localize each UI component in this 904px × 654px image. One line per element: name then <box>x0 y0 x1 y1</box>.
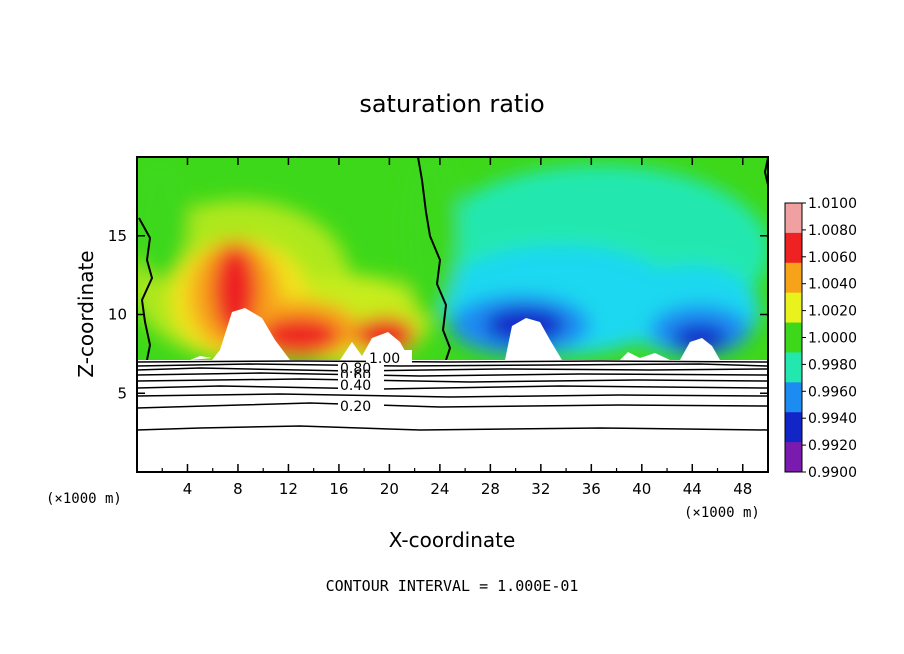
x-tick-label: 12 <box>279 480 298 498</box>
contour-labels: 1.00 0.80 0.60 0.40 0.20 <box>338 350 412 415</box>
cloud-region <box>505 318 562 360</box>
y-tick-label: 15 <box>108 227 127 245</box>
y-tick-label: 5 <box>117 384 127 402</box>
contour-line <box>136 402 769 409</box>
x-tick-label: 8 <box>233 480 243 498</box>
colorbar-label: 1.0000 <box>808 331 857 347</box>
contour-line <box>136 363 769 367</box>
colorbar-label: 1.0080 <box>808 223 857 239</box>
contour-line <box>136 385 769 390</box>
colorbar-swatch <box>785 232 802 264</box>
contour-line <box>136 393 769 398</box>
colorbar-swatch <box>785 322 802 353</box>
x-axis-title: X-coordinate <box>389 528 516 552</box>
colorbar-label: 1.0060 <box>808 250 857 266</box>
contour-1.00-mid <box>417 157 452 360</box>
x-tick-label: 32 <box>531 480 550 498</box>
colorbar-label: 0.9920 <box>808 438 857 454</box>
contour-label-bg <box>366 350 412 364</box>
contour-interval-note: CONTOUR INTERVAL = 1.000E-01 <box>326 577 579 595</box>
field-blob <box>672 324 728 352</box>
heatmap-field <box>137 157 768 360</box>
x-tick-label: 24 <box>430 480 449 498</box>
colorbar-label: 1.0100 <box>808 196 857 212</box>
colorbar-swatch <box>785 262 802 294</box>
contour-1.00-left <box>138 217 154 360</box>
colorbar-swatch <box>785 382 802 413</box>
cloud-region <box>190 356 212 360</box>
colorbar-label: 1.0020 <box>808 304 857 320</box>
x-tick-label: 28 <box>481 480 500 498</box>
colorbar-swatch <box>785 292 802 324</box>
x-unit-label-left: (×1000 m) <box>46 491 122 507</box>
field-blob <box>260 317 340 353</box>
contour-label-bg <box>338 364 384 376</box>
colorbar-swatch <box>785 352 802 383</box>
chart-title: saturation ratio <box>359 90 544 118</box>
contour-line <box>136 372 769 377</box>
x-tick-label: 44 <box>683 480 702 498</box>
x-tick-label: 20 <box>380 480 399 498</box>
contour-label-bg <box>338 398 384 412</box>
contour-label-0.40: 0.40 <box>340 378 371 394</box>
x-tick-label: 16 <box>329 480 348 498</box>
cloud-region <box>680 338 720 360</box>
contour-label-0.80: 0.80 <box>340 361 371 377</box>
field-blob <box>137 160 190 280</box>
x-unit-label-right: (×1000 m) <box>684 505 760 521</box>
x-tick-label: 40 <box>632 480 651 498</box>
colorbar-label: 0.9940 <box>808 411 857 427</box>
x-tick-label: 36 <box>582 480 601 498</box>
colorbar: 1.0100 1.0080 1.0060 1.0040 1.0020 1.0000 0.99… <box>784 196 857 481</box>
contour-line <box>136 378 769 383</box>
x-tick-label: 48 <box>733 480 752 498</box>
contour-label-1.00: 1.00 <box>369 351 400 367</box>
colorbar-label: 0.9900 <box>808 465 857 481</box>
x-axis-ticks: 4 8 12 16 20 24 28 32 36 40 44 48 <box>161 157 752 498</box>
y-tick-label: 10 <box>108 306 127 324</box>
contour-label-bg <box>338 378 384 391</box>
colorbar-label: 0.9960 <box>808 384 857 400</box>
x-tick-label: 4 <box>183 480 193 498</box>
colorbar-swatch <box>785 442 802 473</box>
contour-line <box>136 367 769 372</box>
colorbar-swatch <box>785 203 802 234</box>
y-axis-title: Z-coordinate <box>74 250 98 377</box>
lower-contours <box>136 360 769 431</box>
contour-line <box>136 425 769 431</box>
colorbar-label: 1.0040 <box>808 277 857 293</box>
y-axis-ticks: 5 10 15 <box>108 227 768 402</box>
field-gradients <box>137 157 768 360</box>
colorbar-swatch <box>785 412 802 443</box>
contour-label-0.20: 0.20 <box>340 399 371 415</box>
cloud-region <box>212 308 290 360</box>
cloud-region <box>620 352 670 360</box>
colorbar-label: 0.9980 <box>808 357 857 373</box>
contour-line <box>136 360 769 363</box>
